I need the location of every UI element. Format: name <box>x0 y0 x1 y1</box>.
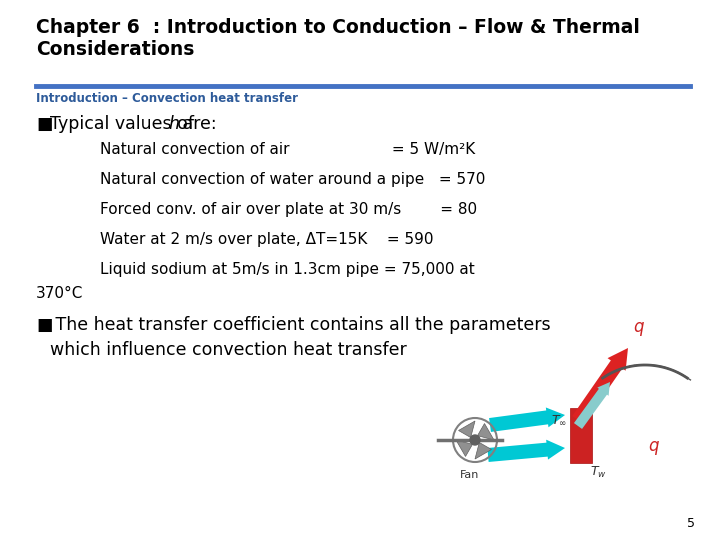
Text: Introduction – Convection heat transfer: Introduction – Convection heat transfer <box>36 92 298 105</box>
Bar <box>570 408 592 463</box>
Text: Typical values of: Typical values of <box>50 115 199 133</box>
Text: $q$: $q$ <box>633 320 645 338</box>
Text: ■: ■ <box>36 115 53 133</box>
Text: 370°C: 370°C <box>36 286 84 301</box>
Polygon shape <box>477 423 494 440</box>
Text: $T_w$: $T_w$ <box>590 465 607 480</box>
Polygon shape <box>487 440 565 462</box>
Polygon shape <box>489 408 565 432</box>
Text: $q$: $q$ <box>648 439 660 457</box>
Polygon shape <box>459 421 475 437</box>
Text: ■: ■ <box>36 316 53 334</box>
Text: Water at 2 m/s over plate, ΔT=15K    = 590: Water at 2 m/s over plate, ΔT=15K = 590 <box>100 232 433 247</box>
Polygon shape <box>475 442 492 459</box>
Text: Forced conv. of air over plate at 30 m/s        = 80: Forced conv. of air over plate at 30 m/s… <box>100 202 477 217</box>
Text: Liquid sodium at 5m/s in 1.3cm pipe = 75,000 at: Liquid sodium at 5m/s in 1.3cm pipe = 75… <box>100 262 474 277</box>
Text: $T_\infty$: $T_\infty$ <box>551 414 567 427</box>
Text: The heat transfer coefficient contains all the parameters
which influence convec: The heat transfer coefficient contains a… <box>50 316 551 359</box>
Text: h: h <box>168 115 179 133</box>
Polygon shape <box>456 440 472 456</box>
Circle shape <box>470 435 480 445</box>
Text: Natural convection of water around a pipe   = 570: Natural convection of water around a pip… <box>100 172 485 187</box>
Text: are:: are: <box>177 115 217 133</box>
Polygon shape <box>574 382 610 429</box>
Polygon shape <box>572 348 628 424</box>
Text: 5: 5 <box>687 517 695 530</box>
Text: Chapter 6  : Introduction to Conduction – Flow & Thermal: Chapter 6 : Introduction to Conduction –… <box>36 18 640 37</box>
Text: Fan: Fan <box>460 470 480 480</box>
Text: Natural convection of air                     = 5 W/m²K: Natural convection of air = 5 W/m²K <box>100 142 475 157</box>
Text: Considerations: Considerations <box>36 40 194 59</box>
